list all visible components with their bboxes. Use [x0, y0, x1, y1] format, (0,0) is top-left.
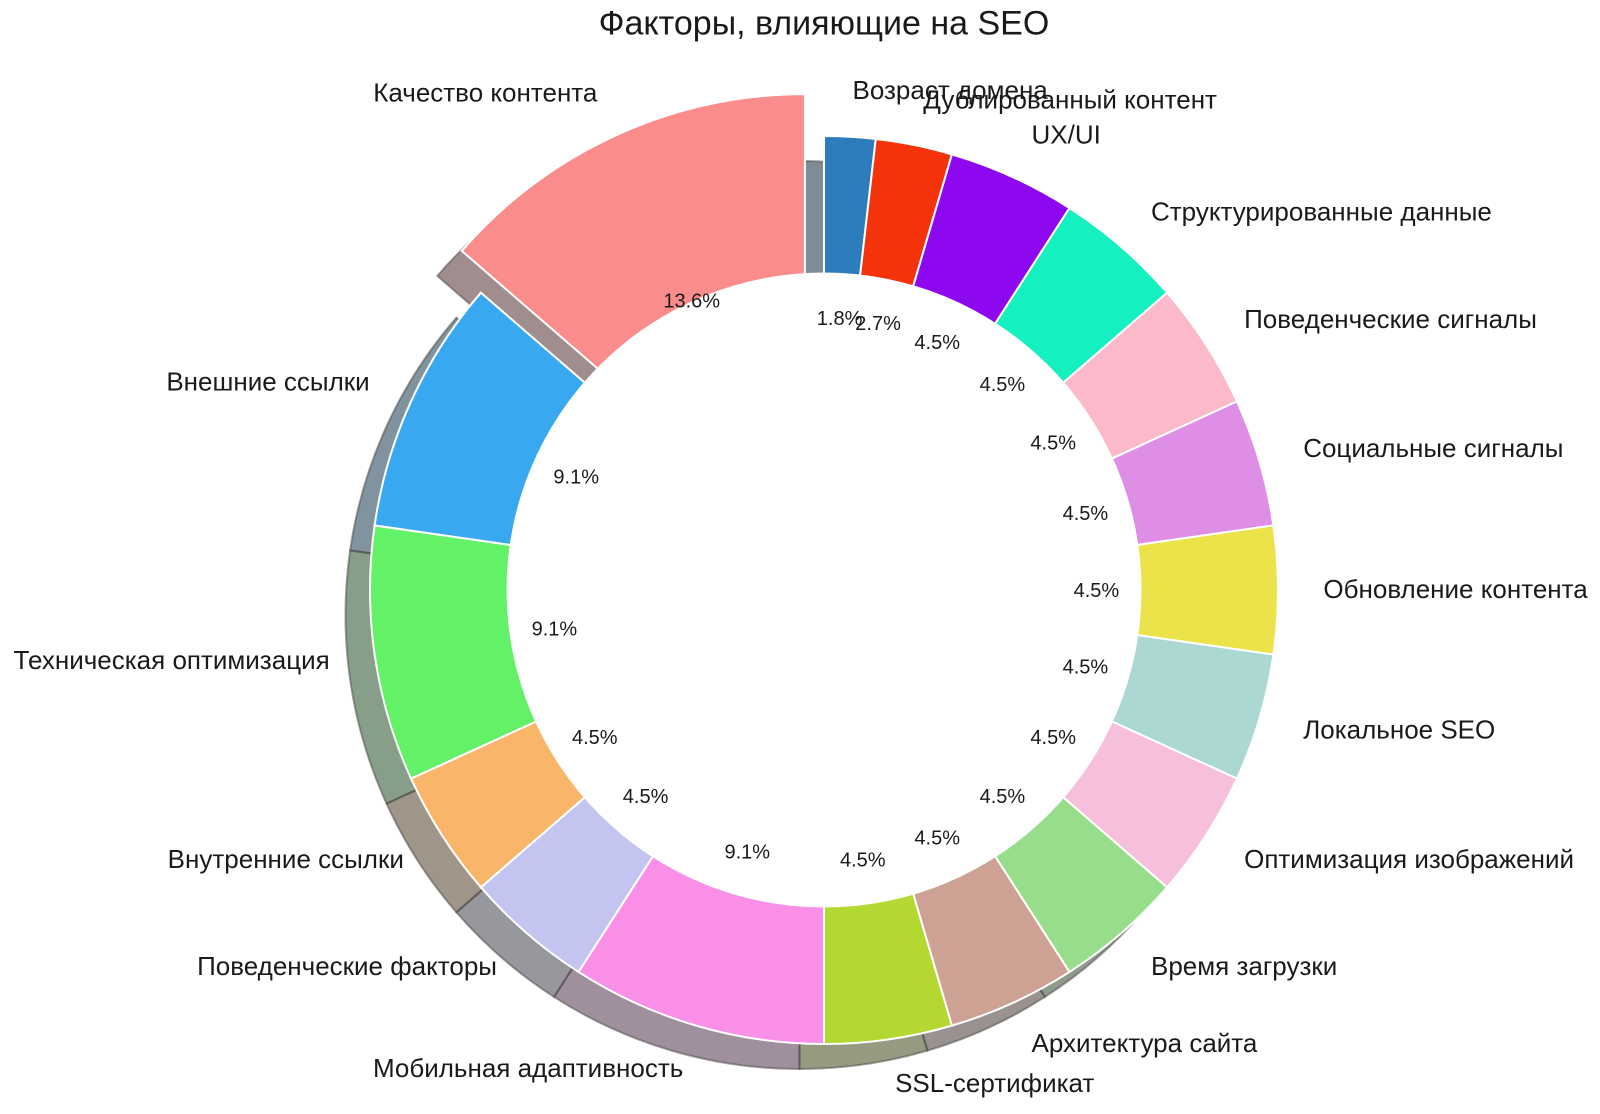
svg-text:SSL-сертификат: SSL-сертификат	[895, 1068, 1094, 1098]
svg-text:4.5%: 4.5%	[1063, 503, 1109, 525]
svg-text:Социальные сигналы: Социальные сигналы	[1303, 433, 1563, 463]
svg-text:Мобильная адаптивность: Мобильная адаптивность	[373, 1053, 683, 1083]
svg-text:Техническая оптимизация: Техническая оптимизация	[14, 645, 330, 675]
svg-text:4.5%: 4.5%	[623, 786, 669, 808]
svg-text:9.1%: 9.1%	[532, 619, 578, 641]
svg-text:Внешние ссылки: Внешние ссылки	[166, 366, 369, 396]
svg-text:Оптимизация изображений: Оптимизация изображений	[1244, 844, 1574, 874]
svg-text:Качество контента: Качество контента	[373, 78, 598, 108]
svg-text:4.5%: 4.5%	[1030, 433, 1076, 455]
svg-text:Время загрузки: Время загрузки	[1151, 951, 1337, 981]
svg-text:9.1%: 9.1%	[725, 841, 771, 863]
svg-text:4.5%: 4.5%	[840, 850, 886, 872]
svg-text:4.5%: 4.5%	[1074, 580, 1120, 602]
svg-text:Дублированный контент: Дублированный контент	[923, 84, 1217, 114]
svg-text:Локальное SEO: Локальное SEO	[1303, 715, 1495, 745]
svg-text:Факторы, влияющие на SEO: Факторы, влияющие на SEO	[599, 4, 1050, 42]
svg-text:Возраст домена: Возраст домена	[853, 75, 1049, 105]
svg-text:UX/UI: UX/UI	[1032, 120, 1101, 150]
svg-text:9.1%: 9.1%	[553, 467, 599, 489]
svg-text:13.6%: 13.6%	[663, 290, 720, 312]
svg-text:4.5%: 4.5%	[572, 727, 618, 749]
svg-text:2.7%: 2.7%	[855, 313, 901, 335]
svg-text:4.5%: 4.5%	[1063, 657, 1109, 679]
svg-text:4.5%: 4.5%	[980, 374, 1026, 396]
svg-text:4.5%: 4.5%	[914, 828, 960, 850]
svg-text:Обновление контента: Обновление контента	[1323, 574, 1588, 604]
svg-text:4.5%: 4.5%	[980, 786, 1026, 808]
svg-text:Поведенческие факторы: Поведенческие факторы	[197, 951, 497, 981]
svg-text:4.5%: 4.5%	[1030, 727, 1076, 749]
svg-text:Архитектура сайта: Архитектура сайта	[1032, 1028, 1258, 1058]
svg-text:Структурированные данные: Структурированные данные	[1151, 196, 1492, 226]
svg-text:Внутренние ссылки: Внутренние ссылки	[168, 844, 404, 874]
svg-text:Поведенческие сигналы: Поведенческие сигналы	[1244, 304, 1537, 334]
svg-text:1.8%: 1.8%	[817, 308, 863, 330]
svg-text:4.5%: 4.5%	[914, 332, 960, 354]
